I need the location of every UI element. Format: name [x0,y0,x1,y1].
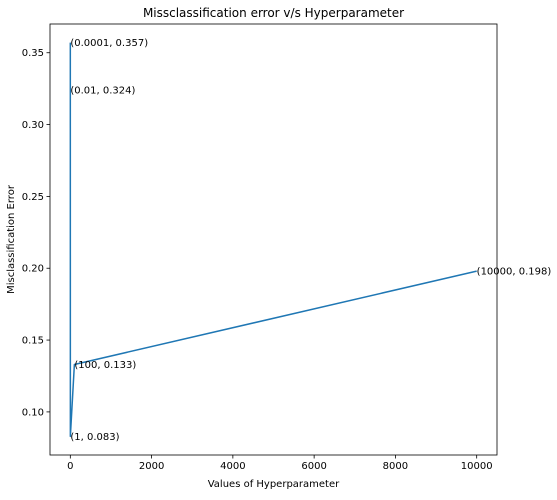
x-tick-label: 6000 [301,461,326,472]
y-axis: 0.10 0.15 0.20 0.25 0.30 0.35 [22,48,50,418]
x-tick-label: 10000 [461,461,493,472]
data-point-label: (0.0001, 0.357) [70,38,148,49]
x-tick-label: 8000 [383,461,408,472]
plot-frame [49,23,498,456]
chart-title: Missclassification error v/s Hyperparame… [143,6,404,20]
y-tick-label: 0.20 [22,264,44,275]
plot-area: 0 2000 4000 6000 8000 10000 0.100.150.200.250… [22,23,551,472]
data-point-label: (1, 0.083) [70,432,119,443]
x-tick-label: 0 [67,461,73,472]
series-line [69,42,477,438]
y-tick-label: 0.25 [22,192,44,203]
annotation-layer: (0.0001, 0.357) (0.01, 0.324) (1, 0.083) (1… [70,38,551,443]
data-point-label: (100, 0.133) [74,360,136,371]
data-point-label: (10000, 0.198) [477,267,552,278]
y-tick-label: 0.15 [22,336,44,347]
x-axis-label: Values of Hyperparameter [208,479,340,490]
data-point-label: (0.01, 0.324) [70,86,135,97]
x-axis: 0 2000 4000 6000 8000 10000 [67,455,493,472]
y-tick-label: 0.10 [22,407,44,418]
series-layer [69,42,477,438]
x-tick-label: 4000 [220,461,245,472]
y-tick-label: 0.35 [22,48,44,59]
y-axis-label: Misclassification Error [6,184,17,294]
y-tick-label: 0.30 [22,120,44,131]
x-tick-label: 2000 [139,461,164,472]
